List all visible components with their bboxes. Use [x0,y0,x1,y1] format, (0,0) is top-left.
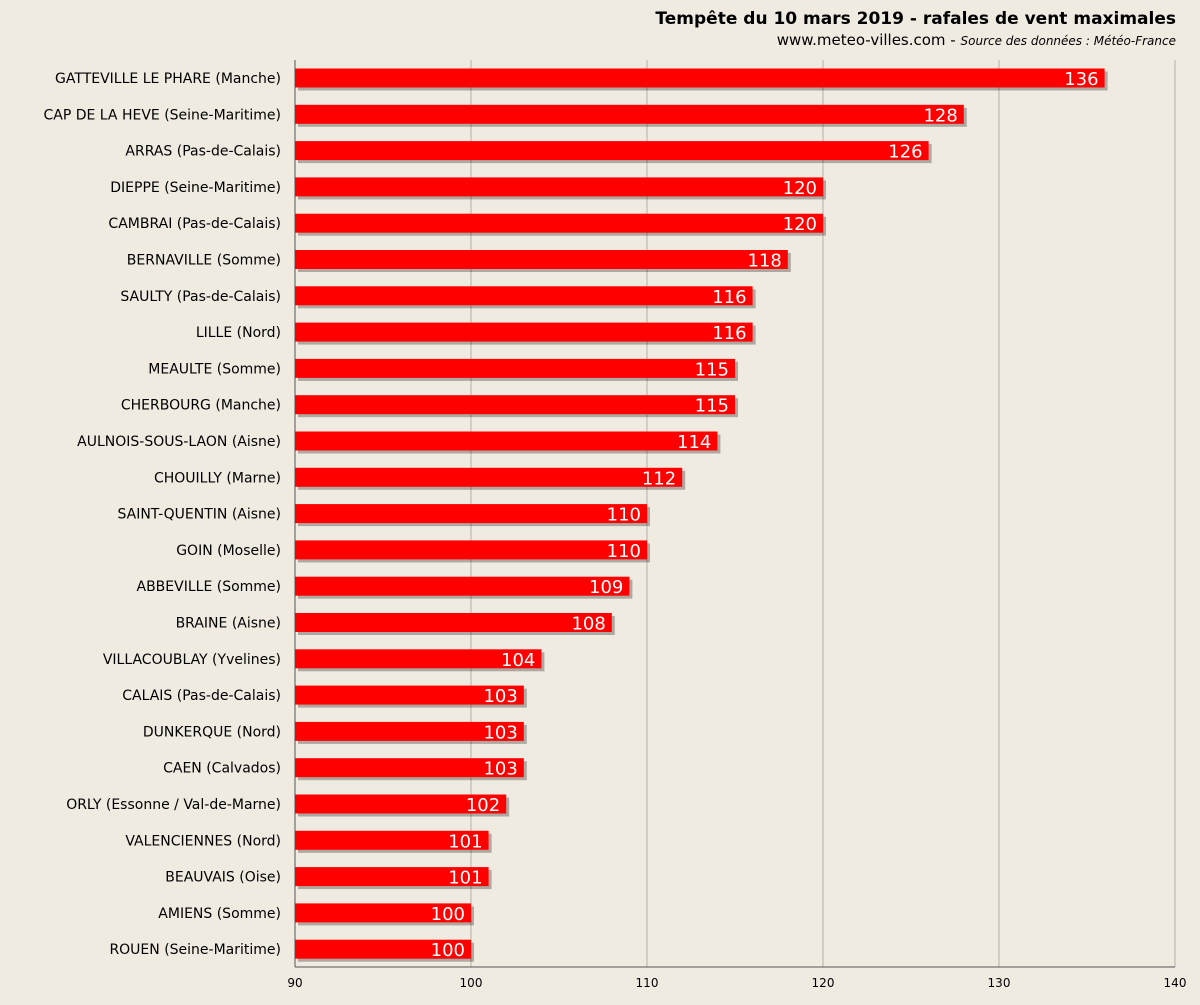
bar [295,395,735,415]
bar-value-label: 101 [448,868,482,889]
bar-value-label: 114 [677,432,711,453]
bar [295,358,735,378]
chart-title: Tempête du 10 mars 2019 - rafales de ven… [655,9,1176,29]
bar [295,867,489,887]
bar-value-label: 100 [431,940,465,961]
bar [295,794,507,814]
category-label: BRAINE (Aisne) [176,616,281,632]
category-label: ROUEN (Seine-Maritime) [109,942,281,958]
bar-value-label: 110 [607,541,641,562]
bar-value-label: 118 [747,251,781,272]
category-label: SAULTY (Pas-de-Calais) [120,289,281,305]
category-label: GATTEVILLE LE PHARE (Manche) [55,71,281,87]
bars: 1361281261201201181161161151151141121101… [295,68,1108,962]
x-tick-label: 140 [1164,976,1187,990]
category-label: VALENCIENNES (Nord) [125,833,281,849]
category-label: AULNOIS-SOUS-LAON (Aisne) [77,434,281,450]
bar-value-label: 120 [783,178,817,199]
bar [295,213,823,233]
bar [295,540,647,560]
bar [295,758,524,778]
x-axis-ticks: 90 100 110 120 130 140 [287,976,1186,990]
bar-value-label: 103 [483,686,517,707]
x-tick-label: 90 [287,976,302,990]
bar [295,903,471,923]
bar [295,685,524,705]
category-label: ARRAS (Pas-de-Calais) [125,144,281,160]
source-text: Source des données : Météo-France [960,34,1177,48]
category-label: AMIENS (Somme) [158,906,281,922]
bar [295,250,788,269]
category-label: ABBEVILLE (Somme) [137,579,282,595]
bar [295,939,471,959]
bar [295,68,1105,88]
bar-value-label: 115 [695,359,729,380]
category-label: BEAUVAIS (Oise) [165,870,281,886]
category-label: ORLY (Essonne / Val-de-Marne) [66,797,281,813]
bar-value-label: 116 [712,287,746,308]
bar [295,504,647,524]
category-label: CALAIS (Pas-de-Calais) [122,688,281,704]
category-label: CAP DE LA HEVE (Seine-Maritime) [43,107,281,123]
bar-value-label: 100 [431,904,465,925]
bar-value-label: 101 [448,831,482,852]
bar [295,721,524,741]
category-label: CAMBRAI (Pas-de-Calais) [108,216,281,232]
category-labels: GATTEVILLE LE PHARE (Manche) CAP DE LA HE… [43,71,281,958]
bar [295,576,630,596]
category-label: MEAULTE (Somme) [148,361,281,377]
bar-value-label: 126 [888,142,922,163]
category-label: DIEPPE (Seine-Maritime) [110,180,281,196]
chart-subtitle: www.meteo-villes.com - Source des donnée… [655,30,1176,51]
bar-value-label: 120 [783,214,817,235]
bar [295,830,489,850]
bar [295,104,964,124]
bar-value-label: 136 [1064,69,1098,90]
bar [295,286,753,306]
x-tick-label: 120 [812,976,835,990]
x-tick-label: 100 [460,976,483,990]
bar [295,431,718,451]
category-label: BERNAVILLE (Somme) [127,253,281,269]
bar [295,613,612,632]
bar-value-label: 104 [501,650,535,671]
bar [295,649,542,669]
chart-header: Tempête du 10 mars 2019 - rafales de ven… [655,8,1176,51]
bar-value-label: 112 [642,468,676,489]
bar [295,467,683,487]
bar-value-label: 108 [571,614,605,635]
category-label: DUNKERQUE (Nord) [143,724,281,740]
x-tick-label: 130 [988,976,1011,990]
category-label: LILLE (Nord) [196,325,281,341]
bar-value-label: 102 [466,795,500,816]
bar [295,177,823,197]
category-label: CAEN (Calvados) [163,761,281,777]
bar-value-label: 116 [712,323,746,344]
bar-value-label: 128 [923,105,957,126]
category-label: VILLACOUBLAY (Yvelines) [103,652,281,668]
bar-value-label: 110 [607,505,641,526]
bar-value-label: 103 [483,759,517,780]
bar [295,322,753,342]
category-label: CHERBOURG (Manche) [121,398,281,414]
website-text: www.meteo-villes.com - [776,31,961,49]
category-label: CHOUILLY (Marne) [154,470,281,486]
category-label: GOIN (Moselle) [176,543,281,559]
bar [295,141,929,161]
category-label: SAINT-QUENTIN (Aisne) [117,507,281,523]
x-tick-label: 110 [636,976,659,990]
bar-value-label: 115 [695,396,729,417]
bar-value-label: 109 [589,577,623,598]
bar-value-label: 103 [483,722,517,743]
